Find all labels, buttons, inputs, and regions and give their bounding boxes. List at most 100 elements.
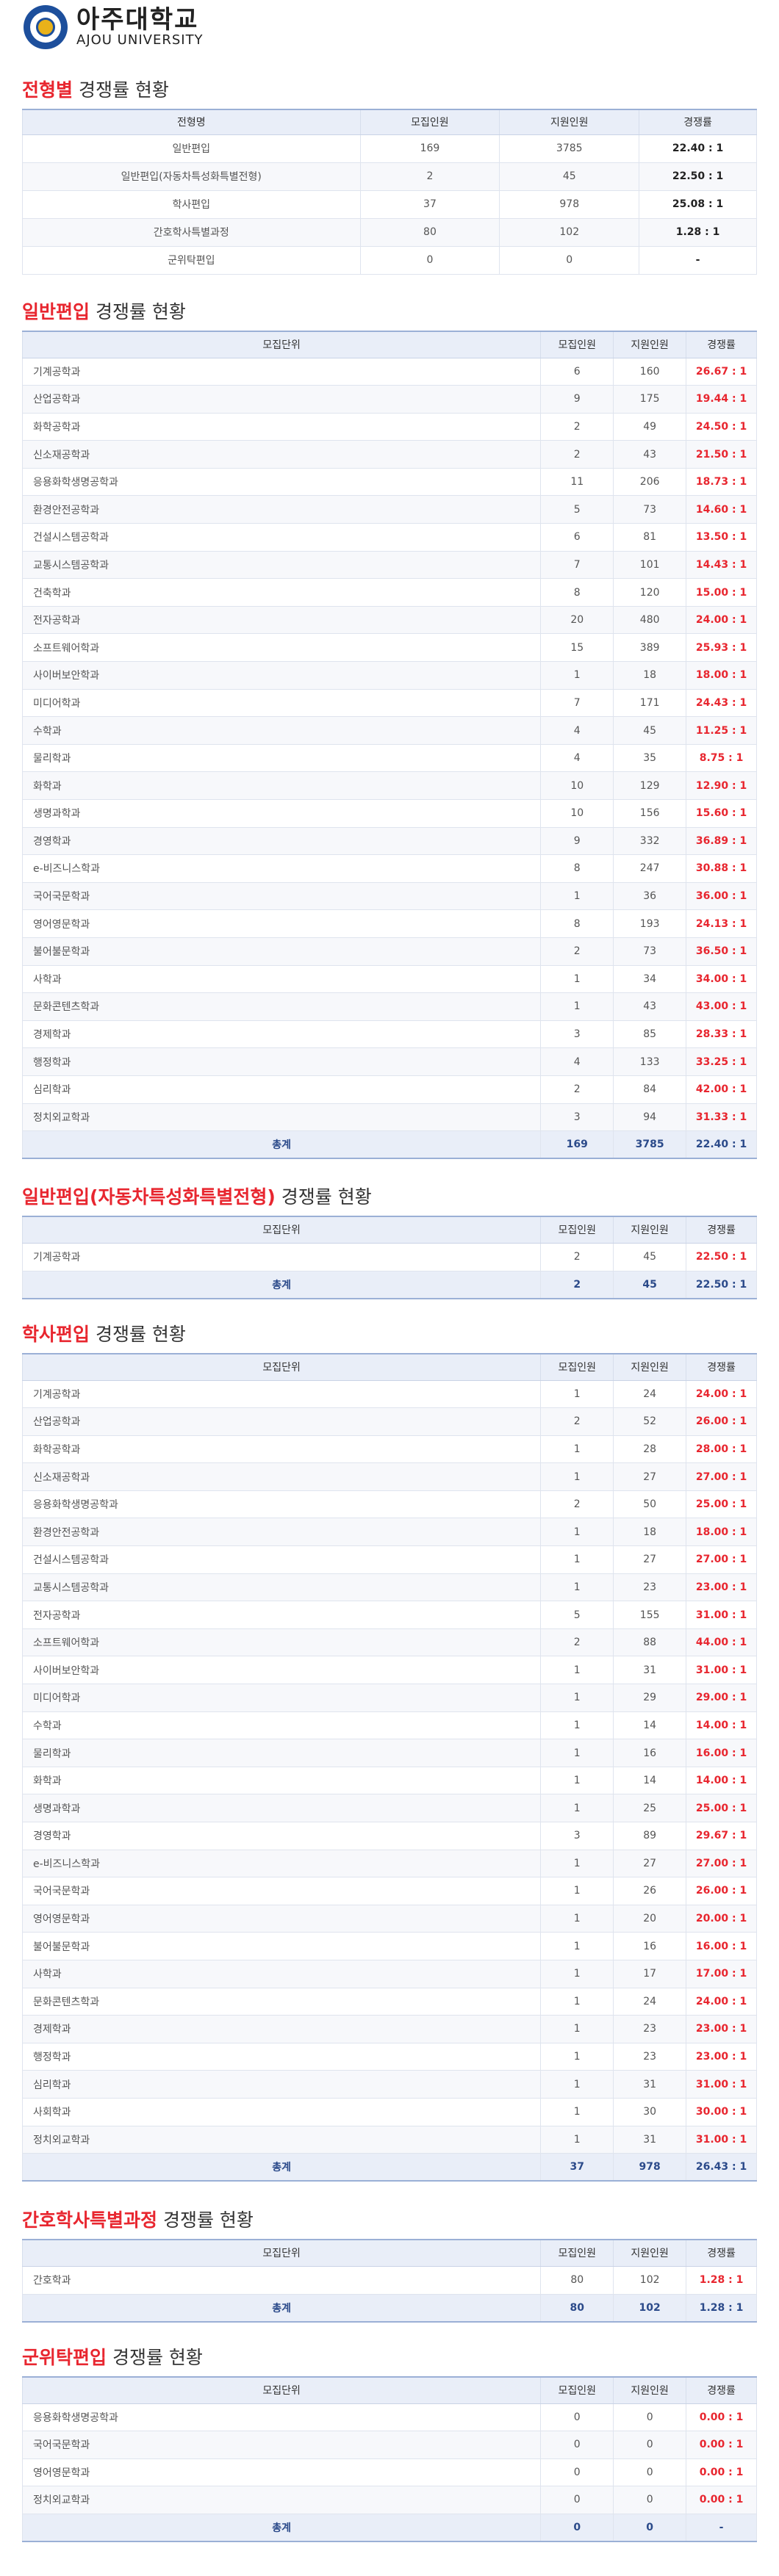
ratio-cell: 26.67 : 1	[686, 357, 757, 386]
unit-name-cell: e-비즈니스학과	[21, 854, 542, 883]
unit-name-cell: 국어국문학과	[21, 2431, 542, 2459]
unit-name-cell: 생명과학과	[21, 1794, 542, 1822]
quota-cell: 20	[540, 605, 614, 635]
unit-name-cell: 불어불문학과	[21, 937, 542, 966]
applicants-cell: 27	[613, 1545, 687, 1574]
ratio-cell: 24.43 : 1	[686, 688, 757, 718]
table-row: 경제학과 3 85 28.33 : 1	[21, 1020, 757, 1049]
applicants-cell: 18	[613, 661, 687, 690]
quota-cell: 8	[540, 578, 614, 607]
quota-cell: 37	[359, 190, 500, 219]
ratio-cell: 28.00 : 1	[686, 1435, 757, 1464]
table-row: 물리학과 1 16 16.00 : 1	[21, 1739, 757, 1767]
ratio-cell: 34.00 : 1	[686, 964, 757, 994]
applicants-cell: 24	[613, 1987, 687, 2016]
quota-cell: 0	[540, 2486, 614, 2514]
quota-cell: 1	[540, 964, 614, 994]
applicants-cell: 102	[499, 217, 640, 247]
applicants-cell: 43	[613, 992, 687, 1021]
quota-cell: 7	[540, 688, 614, 718]
ratio-cell: 23.00 : 1	[686, 2042, 757, 2071]
applicants-cell: 89	[613, 1822, 687, 1850]
applicants-cell: 18	[613, 1518, 687, 1547]
applicants-cell: 31	[613, 2125, 687, 2154]
applicants-cell: 27	[613, 1462, 687, 1491]
applicants-cell: 389	[613, 633, 687, 663]
quota-cell: 1	[540, 881, 614, 911]
applicants-cell: 0	[613, 2403, 687, 2431]
quota-cell: 0	[359, 245, 500, 275]
unit-name-cell: 심리학과	[21, 2070, 542, 2099]
quota-cell: 1	[540, 1545, 614, 1574]
column-header: 모집인원	[540, 2239, 614, 2267]
unit-name-cell: 영어영문학과	[21, 2458, 542, 2486]
unit-name-cell: 기계공학과	[21, 1242, 542, 1271]
table-header-row: 모집단위 모집인원 지원인원 경쟁률	[21, 1216, 757, 1244]
unit-name-cell: 전자공학과	[21, 605, 542, 635]
quota-cell: 0	[540, 2403, 614, 2431]
unit-name-cell: 행정학과	[21, 1047, 542, 1076]
quota-cell: 3	[540, 1020, 614, 1049]
quota-cell: 4	[540, 716, 614, 745]
nursing-section: 간호학사특별과정 경쟁률 현황 모집단위 모집인원 지원인원 경쟁률 간호학과 80 102…	[21, 2202, 757, 2323]
quota-cell: 1	[540, 2097, 614, 2126]
applicants-cell: 28	[613, 1435, 687, 1464]
applicants-cell: 49	[613, 412, 687, 441]
table-row: 국어국문학과 1 26 26.00 : 1	[21, 1877, 757, 1905]
table-row: 경제학과 1 23 23.00 : 1	[21, 2015, 757, 2043]
applicants-cell: 16	[613, 1932, 687, 1960]
quota-cell: 80	[359, 217, 500, 247]
column-header: 모집단위	[21, 2239, 542, 2267]
bachelor-section: 학사편입 경쟁률 현황 모집단위 모집인원 지원인원 경쟁률 기계공학과 1 24 24.00…	[21, 1316, 757, 2182]
applicants-cell: 133	[613, 1047, 687, 1076]
table-row: 사이버보안학과 1 18 18.00 : 1	[21, 661, 757, 690]
ratio-cell: 22.50 : 1	[639, 162, 757, 191]
unit-name-cell: 건설시스템공학과	[21, 1545, 542, 1574]
site-header: 아주대학교 AJOU UNIVERSITY	[24, 4, 204, 50]
general-section: 일반편입 경쟁률 현황 모집단위 모집인원 지원인원 경쟁률 기계공학과 6 160 26.6…	[21, 294, 757, 1160]
table-row: 미디어학과 7 171 24.43 : 1	[21, 688, 757, 718]
applicants-cell: 0	[613, 2431, 687, 2459]
unit-name-cell: 화학공학과	[21, 412, 542, 441]
quota-cell: 2	[540, 1628, 614, 1657]
applicants-cell: 101	[613, 550, 687, 580]
total-quota-cell: 169	[540, 1130, 614, 1160]
table-row: 문화콘텐츠학과 1 43 43.00 : 1	[21, 992, 757, 1021]
quota-cell: 2	[540, 1242, 614, 1271]
table-row: 화학공학과 2 49 24.50 : 1	[21, 412, 757, 441]
section-title: 전형별 경쟁률 현황	[22, 79, 169, 101]
quota-cell: 2	[540, 440, 614, 469]
applicants-cell: 81	[613, 523, 687, 552]
university-logo[interactable]: 아주대학교 AJOU UNIVERSITY	[76, 7, 204, 48]
quota-cell: 10	[540, 771, 614, 800]
applicants-cell: 160	[613, 357, 687, 386]
ratio-cell: 13.50 : 1	[686, 523, 757, 552]
unit-name-cell: 물리학과	[21, 1739, 542, 1767]
applicants-cell: 129	[613, 771, 687, 800]
applicants-cell: 480	[613, 605, 687, 635]
general-table: 모집단위 모집인원 지원인원 경쟁률 기계공학과 6 160 26.67 : 1 산업공학과 9 1…	[21, 331, 757, 1160]
unit-name-cell: 정치외교학과	[21, 2486, 542, 2514]
table-row: 환경안전공학과 5 73 14.60 : 1	[21, 495, 757, 524]
ratio-cell: 15.60 : 1	[686, 799, 757, 828]
quota-cell: 80	[540, 2265, 614, 2295]
quota-cell: 1	[540, 992, 614, 1021]
total-ratio-cell: -	[686, 2513, 757, 2542]
ratio-cell: 24.50 : 1	[686, 412, 757, 441]
unit-name-cell: 수학과	[21, 1711, 542, 1740]
column-header: 모집인원	[540, 1353, 614, 1381]
unit-name-cell: 수학과	[21, 716, 542, 745]
table-row: 영어영문학과 0 0 0.00 : 1	[21, 2458, 757, 2486]
ratio-cell: 11.25 : 1	[686, 716, 757, 745]
quota-cell: 5	[540, 1601, 614, 1629]
table-row: 신소재공학과 1 27 27.00 : 1	[21, 1462, 757, 1491]
table-row: 사학과 1 17 17.00 : 1	[21, 1959, 757, 1988]
column-header: 지원인원	[613, 1353, 687, 1381]
column-header: 경쟁률	[686, 2376, 757, 2404]
unit-name-cell: 사이버보안학과	[21, 1656, 542, 1685]
ratio-cell: 14.43 : 1	[686, 550, 757, 580]
applicants-cell: 36	[613, 881, 687, 911]
ratio-cell: 0.00 : 1	[686, 2486, 757, 2514]
applicants-cell: 155	[613, 1601, 687, 1629]
ratio-cell: 23.00 : 1	[686, 2015, 757, 2043]
